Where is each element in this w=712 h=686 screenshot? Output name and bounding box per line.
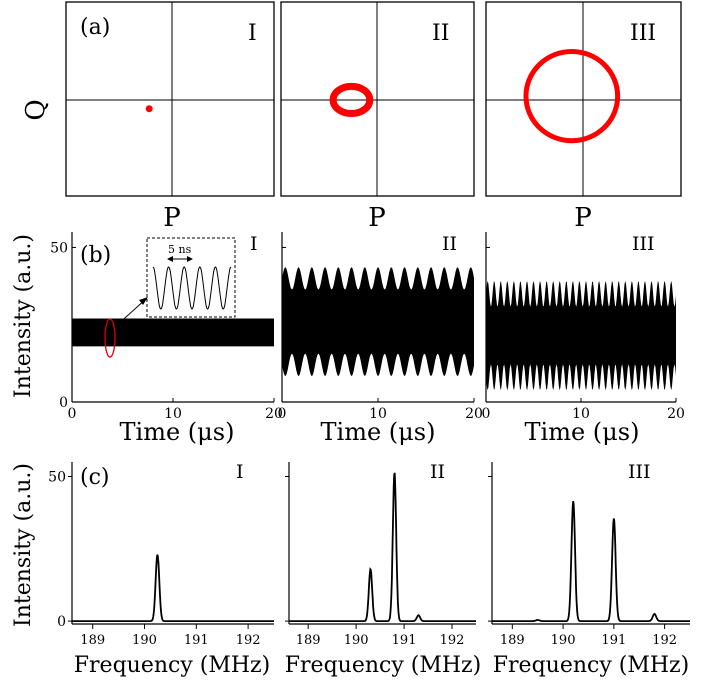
panel-label-c: (c) [80, 465, 110, 490]
time-subplot-III: 0 10 20 III [482, 232, 685, 422]
phase-xlabel-III: P [574, 203, 592, 233]
spectrum-xtick-label-III-192: 192 [652, 633, 677, 648]
phase-xlabel-II: P [368, 203, 386, 233]
phase-subplot-I: (a) I [65, 1, 275, 197]
roman-label-b-I: I [250, 233, 258, 255]
inset-waveform [152, 266, 232, 310]
time-envelope-II [282, 267, 474, 376]
inset-pointer-head [139, 297, 148, 305]
inset-frame [146, 237, 236, 318]
time-ytick-label-50: 50 [50, 240, 68, 256]
spectrum-xtick-label-II-191: 191 [392, 633, 417, 648]
spectrum-xtick-label-III-189: 189 [500, 633, 525, 648]
time-ticks-II: 0 10 20 [278, 246, 483, 422]
time-trace-I [72, 318, 274, 347]
roman-label-a-I: I [248, 21, 257, 46]
time-xtick-label-II-10: 10 [369, 406, 387, 422]
time-xtick-label-III-10: 10 [572, 406, 590, 422]
spectrum-xtick-label-III-190: 190 [551, 633, 576, 648]
panel-label-b: (b) [80, 243, 111, 268]
phase-panels: (a) I II III Q P P P [21, 1, 682, 233]
spectrum-ylabel: Intensity (a.u.) [11, 463, 36, 627]
spectrum-xtick-label-I-191: 191 [184, 633, 209, 648]
spectrum-subplot-I: 189 190 191 192 0 50 (c) I [48, 461, 274, 648]
panel-label-a: (a) [80, 15, 110, 40]
time-xtick-label-II-0: 0 [278, 406, 287, 422]
spectrum-xlabel-I: Frequency (MHz) [74, 653, 270, 678]
phase-trace-III [523, 48, 621, 144]
roman-label-c-I: I [236, 461, 244, 483]
time-xtick-label-I-20: 20 [265, 406, 283, 422]
spectrum-trace-III [492, 500, 690, 622]
spectrum-trace-II [289, 472, 476, 622]
spectrum-ytick-label-0: 0 [57, 614, 66, 630]
phase-point-I [145, 105, 153, 113]
spectrum-ytick-label-50: 50 [48, 469, 66, 485]
spectrum-xtick-label-I-192: 192 [236, 633, 261, 648]
time-subplot-I: 0 10 20 0 50 (b) I 5 ns [50, 232, 283, 422]
spectrum-subplot-II: 189 190 191 192 II [285, 461, 476, 648]
roman-label-c-III: III [628, 461, 651, 483]
time-xlabel-I: Time (μs) [120, 418, 235, 446]
roman-label-a-II: II [432, 21, 449, 46]
spectrum-xtick-label-III-191: 191 [601, 633, 626, 648]
time-ticks-I: 0 10 20 0 50 [50, 240, 283, 422]
phase-subplot-II: II [280, 1, 475, 197]
highlight-ellipse [104, 318, 116, 358]
phase-subplot-III: III [485, 1, 682, 197]
spectrum-xlabel-III: Frequency (MHz) [493, 653, 689, 678]
time-trace-II [282, 267, 474, 376]
spectrum-trace-I [72, 554, 274, 622]
time-xlabel-II: Time (μs) [321, 418, 436, 446]
time-ylabel: Intensity (a.u.) [11, 234, 36, 398]
time-envelope-III [486, 280, 676, 391]
time-ticks-III: 0 10 20 [482, 246, 685, 422]
spectrum-xtick-label-II-190: 190 [344, 633, 369, 648]
roman-label-a-III: III [630, 21, 656, 46]
inset-arrowhead-right [187, 256, 193, 262]
time-xtick-label-III-0: 0 [482, 406, 491, 422]
phase-ring-II [329, 82, 374, 118]
time-xlabel-III: Time (μs) [525, 418, 640, 446]
spectrum-subplot-III: 189 190 191 192 III [488, 461, 690, 648]
time-trace-III [486, 280, 676, 391]
spectrum-ticks-II: 189 190 191 192 [285, 475, 465, 648]
roman-label-b-II: II [442, 233, 457, 255]
phase-frame-I [65, 1, 275, 197]
spectrum-xlabel-II: Frequency (MHz) [285, 653, 481, 678]
time-ytick-label-0: 0 [59, 395, 68, 411]
phase-ylabel: Q [21, 99, 51, 120]
spectrum-xtick-label-I-189: 189 [80, 633, 105, 648]
time-xtick-label-III-20: 20 [667, 406, 685, 422]
inset-period-label: 5 ns [168, 243, 192, 256]
spectrum-panels: 189 190 191 192 0 50 (c) I 189 190 191 192 II 18… [11, 461, 690, 678]
spectrum-ticks-III: 189 190 191 192 [488, 475, 677, 648]
phase-trace-II [329, 82, 374, 118]
phase-trace-I [145, 105, 153, 113]
time-xtick-label-I-10: 10 [164, 406, 182, 422]
time-xtick-label-I-0: 0 [68, 406, 77, 422]
time-xtick-label-II-20: 20 [465, 406, 483, 422]
spectrum-xtick-label-II-189: 189 [296, 633, 321, 648]
roman-label-b-III: III [632, 233, 655, 255]
time-subplot-II: 0 10 20 II [278, 232, 483, 422]
spectrum-xtick-label-II-192: 192 [440, 633, 465, 648]
roman-label-c-II: II [430, 461, 445, 483]
time-inset: 5 ns [104, 237, 236, 358]
spectrum-xtick-label-I-190: 190 [132, 633, 157, 648]
time-envelope-I [72, 318, 274, 347]
spectrum-ticks-I: 189 190 191 192 0 50 [48, 469, 260, 648]
phase-xlabel-I: P [163, 203, 181, 233]
phase-ring-III [523, 48, 621, 144]
inset-arrowhead-left [167, 256, 173, 262]
